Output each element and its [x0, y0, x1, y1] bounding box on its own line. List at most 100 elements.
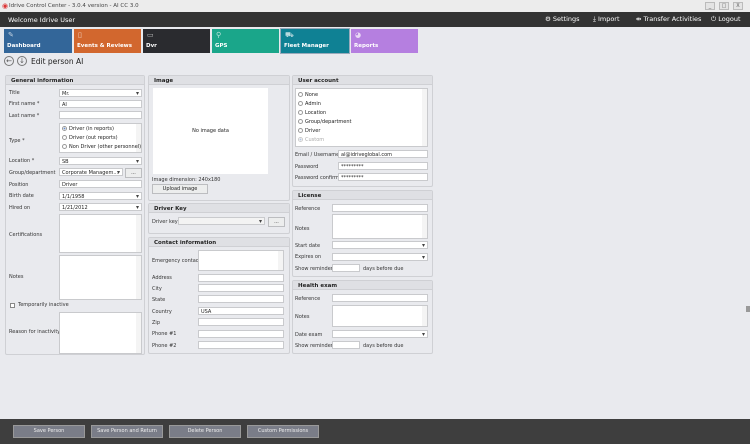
- title-select[interactable]: Mr.: [59, 89, 142, 97]
- role-admin-radio[interactable]: Admin: [298, 101, 321, 107]
- health-reminder-label: Show reminder: [295, 343, 333, 349]
- side-panel-handle[interactable]: [746, 306, 750, 312]
- certifications-label: Certifications: [9, 232, 43, 238]
- group-label: Group/department: [9, 170, 56, 176]
- down-arrow-icon[interactable]: ↓: [17, 56, 27, 66]
- upload-image-button[interactable]: Upload image: [152, 184, 208, 194]
- minimize-button[interactable]: _: [705, 2, 715, 10]
- driver-key-browse-button[interactable]: ...: [268, 217, 285, 227]
- pie-icon: ◕: [355, 31, 362, 39]
- emergency-contact-textarea[interactable]: [198, 250, 284, 271]
- temporarily-inactive-checkbox[interactable]: [10, 303, 15, 308]
- certifications-textarea[interactable]: [59, 214, 142, 253]
- dvr-icon: ▭: [147, 31, 154, 39]
- notes-textarea[interactable]: [59, 255, 142, 300]
- tile-label: GPS: [215, 43, 228, 49]
- logout-button[interactable]: ⏻ Logout: [711, 15, 741, 24]
- expires-on-picker[interactable]: [332, 253, 428, 261]
- phone2-label: Phone #2: [152, 343, 177, 349]
- password-confirm-label: Password confirm: [295, 175, 339, 181]
- role-driver-radio[interactable]: Driver: [298, 128, 320, 134]
- radio-label: Location: [305, 110, 327, 116]
- state-input[interactable]: [198, 295, 284, 303]
- password-confirm-input[interactable]: *********: [338, 173, 428, 181]
- radio-label: Non Driver (other personnel): [69, 144, 142, 150]
- phone2-input[interactable]: [198, 341, 284, 349]
- settings-button[interactable]: ⚙ Settings: [545, 15, 580, 23]
- tile-dvr[interactable]: ▭ Dvr: [143, 29, 210, 53]
- type-non-driver-radio[interactable]: Non Driver (other personnel): [62, 144, 141, 150]
- address-input[interactable]: [198, 274, 284, 282]
- custom-permissions-button[interactable]: Custom Permissions: [247, 425, 319, 438]
- role-custom-radio[interactable]: Custom: [298, 137, 324, 143]
- import-button[interactable]: ⤓ Import: [593, 15, 620, 24]
- hired-on-picker[interactable]: 1/21/2012: [59, 203, 142, 211]
- left-arrow-icon[interactable]: ←: [4, 56, 14, 66]
- temporarily-inactive-label: Temporarily inactive: [18, 302, 69, 308]
- role-none-radio[interactable]: None: [298, 92, 318, 98]
- panel-header: Health exam: [293, 281, 432, 290]
- health-notes-textarea[interactable]: [332, 305, 428, 327]
- role-location-radio[interactable]: Location: [298, 110, 326, 116]
- reason-textarea[interactable]: [59, 312, 142, 354]
- health-reference-input[interactable]: [332, 294, 428, 302]
- panel-header: General information: [6, 76, 144, 85]
- panel-header: User account: [293, 76, 432, 85]
- driver-key-select[interactable]: [178, 217, 265, 225]
- group-select[interactable]: Corporate Managem...: [59, 168, 123, 176]
- type-radio-group: [59, 123, 142, 153]
- type-driver-in-radio[interactable]: Driver (in reports): [62, 126, 114, 132]
- header-bar: Welcome Idrive User: [0, 12, 750, 27]
- country-label: Country: [152, 309, 172, 315]
- group-browse-button[interactable]: ...: [125, 168, 142, 178]
- type-label: Type *: [9, 138, 25, 144]
- transfer-activities-button[interactable]: ⇹ Transfer Activities: [636, 15, 701, 23]
- tile-label: Reports: [354, 43, 379, 49]
- radio-label: Driver (in reports): [69, 126, 114, 132]
- health-reminder-input[interactable]: [332, 341, 360, 349]
- start-date-picker[interactable]: [332, 241, 428, 249]
- close-button[interactable]: X: [733, 2, 743, 10]
- tile-fleet-manager[interactable]: ⛟ Fleet Manager: [280, 28, 350, 54]
- type-driver-out-radio[interactable]: Driver (out reports): [62, 135, 118, 141]
- license-notes-label: Notes: [295, 226, 310, 232]
- license-reference-input[interactable]: [332, 204, 428, 212]
- role-radio-group: [295, 88, 428, 147]
- window-title-bar: ◉ Idrive Control Center - 3.0.4 version -…: [0, 0, 750, 12]
- hired-on-label: Hired on: [9, 205, 31, 211]
- delete-person-button[interactable]: Delete Person: [169, 425, 241, 438]
- tile-gps[interactable]: ⚲ GPS: [212, 29, 279, 53]
- radio-label: Admin: [305, 101, 321, 107]
- save-person-button[interactable]: Save Person: [13, 425, 85, 438]
- last-name-input[interactable]: [59, 111, 142, 119]
- date-exam-picker[interactable]: [332, 330, 428, 338]
- panel-header: License: [293, 191, 432, 200]
- location-select[interactable]: SB: [59, 157, 142, 165]
- tile-events-reviews[interactable]: ▯ Events & Reviews: [74, 29, 141, 53]
- emergency-contact-label: Emergency contact: [152, 258, 201, 264]
- zip-input[interactable]: [198, 318, 284, 326]
- city-input[interactable]: [198, 284, 284, 292]
- country-input[interactable]: USA: [198, 307, 284, 315]
- position-input[interactable]: Driver: [59, 180, 142, 188]
- state-label: State: [152, 297, 166, 303]
- maximize-button[interactable]: □: [719, 2, 729, 10]
- license-notes-textarea[interactable]: [332, 214, 428, 239]
- password-label: Password: [295, 164, 319, 170]
- birth-date-picker[interactable]: 1/1/1958: [59, 192, 142, 200]
- tile-dashboard[interactable]: ✎ Dashboard: [4, 29, 72, 53]
- role-group-radio[interactable]: Group/department: [298, 119, 352, 125]
- image-dimension: Image dimension: 240x180: [152, 177, 221, 183]
- phone1-input[interactable]: [198, 330, 284, 338]
- license-reminder-label: Show reminder: [295, 266, 333, 272]
- title-label: Title: [9, 90, 20, 96]
- tile-label: Dvr: [146, 43, 157, 49]
- first-name-input[interactable]: AI: [59, 100, 142, 108]
- password-input[interactable]: *********: [338, 162, 428, 170]
- location-label: Location *: [9, 158, 35, 164]
- license-reference-label: Reference: [295, 206, 321, 212]
- license-reminder-input[interactable]: [332, 264, 360, 272]
- email-input[interactable]: al@idriveglobal.com: [338, 150, 428, 158]
- tile-reports[interactable]: ◕ Reports: [351, 29, 418, 53]
- save-and-return-button[interactable]: Save Person and Return: [91, 425, 163, 438]
